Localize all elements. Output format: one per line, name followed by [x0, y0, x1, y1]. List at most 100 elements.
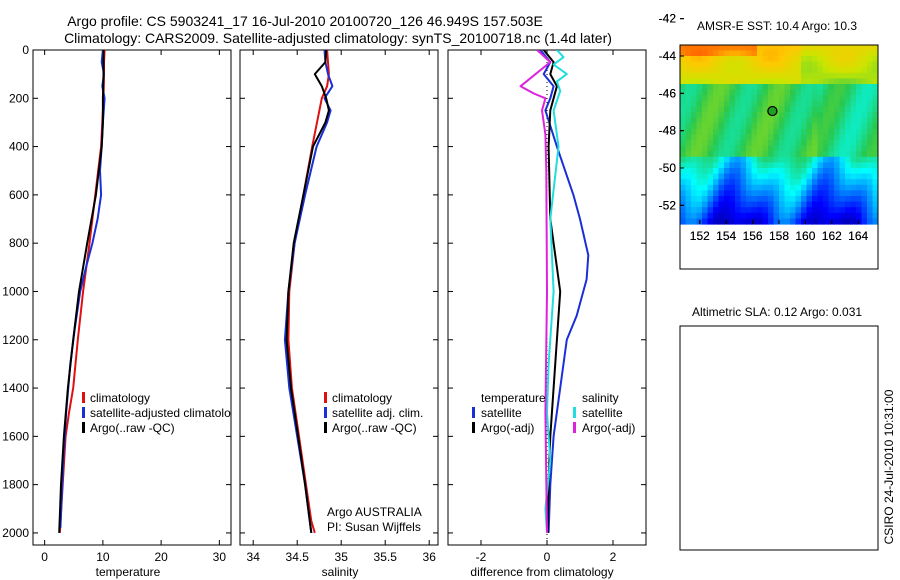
heatmap-cell: [762, 162, 769, 169]
heatmap-cell: [795, 56, 802, 63]
heatmap-cell: [790, 50, 797, 57]
heatmap-cell: [867, 39, 873, 45]
heatmap-cell: [691, 179, 698, 186]
heatmap-cell: [708, 6, 714, 12]
map-x-tick-label: 162: [822, 229, 842, 243]
heatmap-cell: [806, 190, 813, 197]
heatmap-cell: [872, 218, 878, 225]
heatmap-cell: [872, 162, 878, 169]
heatmap-cell: [851, 11, 857, 17]
heatmap-cell: [730, 6, 736, 12]
heatmap-cell: [779, 84, 786, 91]
heatmap-cell: [867, 145, 874, 152]
heatmap-cell: [751, 134, 758, 141]
heatmap-cell: [801, 0, 807, 6]
series-line-argo-raw-qc-: [58, 50, 105, 533]
map-y-tick-label: -50: [659, 161, 677, 175]
heatmap-cell: [834, 179, 841, 186]
heatmap-cell: [845, 34, 851, 40]
heatmap-cell: [845, 0, 851, 6]
heatmap-cell: [735, 61, 742, 68]
heatmap-cell: [685, 117, 692, 124]
heatmap-cell: [719, 39, 725, 45]
heatmap-cell: [823, 100, 830, 107]
heatmap-cell: [829, 0, 835, 6]
heatmap-cell: [735, 50, 742, 57]
heatmap-cell: [768, 56, 775, 63]
heatmap-cell: [834, 117, 841, 124]
heatmap-cell: [724, 123, 731, 130]
heatmap-cell: [735, 6, 741, 12]
heatmap-cell: [729, 179, 736, 186]
heatmap-cell: [867, 89, 874, 96]
heatmap-cell: [861, 196, 868, 203]
heatmap-cell: [850, 173, 857, 180]
heatmap-cell: [702, 61, 709, 68]
heatmap-cell: [696, 61, 703, 68]
heatmap-cell: [702, 0, 708, 6]
heatmap-cell: [806, 201, 813, 208]
heatmap-cell: [790, 95, 797, 102]
heatmap-cell: [784, 100, 791, 107]
heatmap-cell: [740, 89, 747, 96]
heatmap-cell: [746, 56, 753, 63]
heatmap-cell: [696, 106, 703, 113]
heatmap-cell: [757, 0, 763, 6]
map-x-tick-label: 162: [822, 229, 842, 243]
heatmap-cell: [746, 128, 753, 135]
heatmap-cell: [752, 39, 758, 45]
heatmap-cell: [801, 72, 808, 79]
heatmap-cell: [801, 168, 808, 175]
heatmap-cell: [806, 179, 813, 186]
heatmap-cell: [839, 151, 846, 158]
heatmap-cell: [845, 11, 851, 17]
heatmap-cell: [856, 67, 863, 74]
sla-map-frame: [679, 325, 879, 551]
heatmap-cell: [691, 56, 698, 63]
heatmap-cell: [806, 196, 813, 203]
heatmap-cell: [784, 61, 791, 68]
heatmap-cell: [790, 123, 797, 130]
heatmap-cell: [801, 218, 808, 225]
heatmap-cell: [762, 184, 769, 191]
heatmap-cell: [834, 218, 841, 225]
sst-map-title: AMSR-E SST: 10.4 Argo: 10.3: [697, 19, 857, 33]
y-tick-label: 1000: [2, 284, 29, 298]
heatmap-cell: [828, 196, 835, 203]
heatmap-cell: [812, 117, 819, 124]
heatmap-cell: [740, 100, 747, 107]
heatmap-cell: [724, 34, 730, 40]
heatmap-cell: [746, 34, 752, 40]
heatmap-cell: [779, 128, 786, 135]
map-y-tick-label: -44: [659, 49, 677, 63]
heatmap-cell: [779, 123, 786, 130]
heatmap-cell: [702, 151, 709, 158]
heatmap-cell: [806, 128, 813, 135]
legend-satellite-label: satellite adj. clim.: [332, 406, 423, 420]
heatmap-cell: [752, 6, 758, 12]
heatmap-cell: [680, 218, 687, 225]
heatmap-cell: [779, 45, 786, 46]
heatmap-cell: [806, 61, 813, 68]
map-x-tick-label: 160: [795, 229, 815, 243]
heatmap-cell: [741, 34, 747, 40]
heatmap-cell: [785, 0, 791, 6]
heatmap-cell: [818, 6, 824, 12]
heatmap-cell: [867, 201, 874, 208]
heatmap-cell: [724, 140, 731, 147]
pi-annotation: PI: Susan Wijffels: [327, 520, 421, 534]
heatmap-cell: [823, 89, 830, 96]
heatmap-cell: [790, 140, 797, 147]
map-y-tick-label: -42: [659, 12, 677, 26]
heatmap-cell: [784, 207, 791, 214]
heatmap-cell: [839, 184, 846, 191]
heatmap-cell: [685, 106, 692, 113]
heatmap-cell: [746, 78, 753, 85]
heatmap-cell: [851, 34, 857, 40]
heatmap-cell: [856, 100, 863, 107]
heatmap-cell: [773, 95, 780, 102]
heatmap-cell: [834, 34, 840, 40]
argo-australia-annotation: Argo AUSTRALIA: [327, 505, 422, 519]
heatmap-cell: [751, 50, 758, 57]
heatmap-cell: [724, 173, 731, 180]
